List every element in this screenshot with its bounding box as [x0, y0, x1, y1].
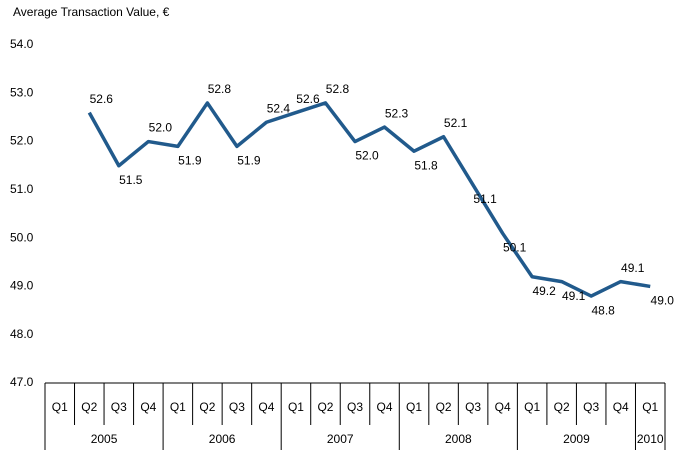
- data-label: 52.3: [385, 106, 409, 120]
- x-tick-label: Q1: [52, 400, 68, 414]
- x-group-label: 2007: [327, 432, 354, 446]
- data-label: 52.8: [326, 82, 350, 96]
- x-group-label: 2005: [91, 432, 118, 446]
- x-tick-label: Q1: [288, 400, 304, 414]
- data-label: 51.9: [178, 154, 202, 168]
- y-tick-label: 53.0: [10, 85, 34, 99]
- x-tick-label: Q2: [199, 400, 215, 414]
- data-label: 49.2: [532, 284, 556, 298]
- data-label: 50.1: [503, 240, 527, 254]
- x-tick-label: Q3: [583, 400, 599, 414]
- x-tick-label: Q3: [465, 400, 481, 414]
- x-tick-label: Q1: [406, 400, 422, 414]
- data-label: 49.1: [621, 261, 645, 275]
- x-tick-label: Q4: [495, 400, 511, 414]
- x-group-label: 2009: [563, 432, 590, 446]
- data-label: 52.0: [149, 121, 173, 135]
- data-label: 52.4: [267, 101, 291, 115]
- x-tick-label: Q3: [111, 400, 127, 414]
- data-label: 48.8: [592, 303, 616, 317]
- line-series: [87, 101, 651, 298]
- data-label: 51.5: [119, 173, 143, 187]
- y-tick-label: 50.0: [10, 230, 34, 244]
- x-tick-label: Q4: [258, 400, 274, 414]
- x-tick-label: Q4: [613, 400, 629, 414]
- y-tick-label: 52.0: [10, 134, 34, 148]
- y-tick-label: 54.0: [10, 37, 34, 51]
- x-tick-label: Q2: [317, 400, 333, 414]
- data-label: 49.1: [562, 289, 586, 303]
- x-tick-label: Q2: [81, 400, 97, 414]
- x-group-label: 2010: [637, 432, 664, 446]
- data-label: 52.6: [90, 92, 114, 106]
- x-tick-label: Q3: [347, 400, 363, 414]
- x-tick-label: Q2: [554, 400, 570, 414]
- x-tick-label: Q3: [229, 400, 245, 414]
- x-group-label: 2006: [209, 432, 236, 446]
- data-label: 52.0: [355, 149, 379, 163]
- x-tick-label: Q4: [140, 400, 156, 414]
- x-tick-label: Q2: [436, 400, 452, 414]
- data-label: 52.8: [208, 82, 232, 96]
- y-tick-label: 47.0: [10, 375, 34, 389]
- y-tick-label: 49.0: [10, 279, 34, 293]
- data-label: 51.8: [414, 158, 438, 172]
- data-label: 51.1: [473, 192, 497, 206]
- x-tick-label: Q4: [377, 400, 393, 414]
- x-tick-label: Q1: [524, 400, 540, 414]
- data-label: 51.9: [237, 154, 261, 168]
- x-tick-label: Q1: [170, 400, 186, 414]
- x-tick-label: Q1: [642, 400, 658, 414]
- data-label: 52.6: [296, 92, 320, 106]
- y-tick-label: 51.0: [10, 182, 34, 196]
- data-label: 52.1: [444, 116, 468, 130]
- x-group-label: 2008: [445, 432, 472, 446]
- chart-title: Average Transaction Value, €: [13, 5, 170, 19]
- y-tick-label: 48.0: [10, 327, 34, 341]
- data-label: 49.0: [651, 294, 675, 308]
